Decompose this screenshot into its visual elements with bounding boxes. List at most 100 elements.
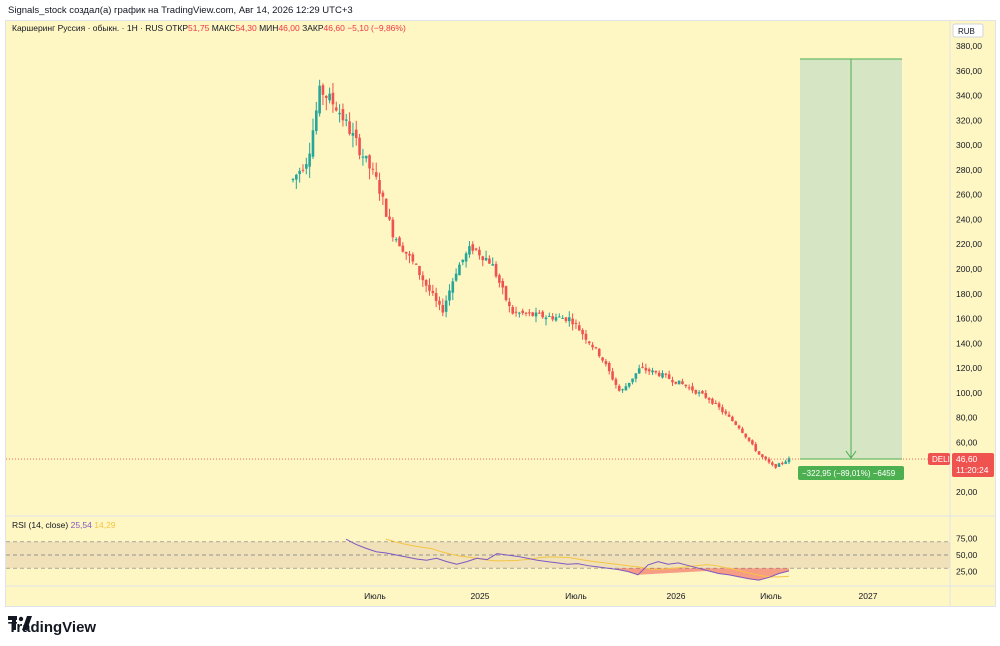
candle-body <box>784 461 787 464</box>
close-label: ЗАКР <box>302 23 324 33</box>
measure-arrow-head <box>845 450 857 459</box>
candle-body <box>647 369 651 372</box>
price-tick-label: 340,00 <box>956 91 982 101</box>
candle-body <box>484 257 488 261</box>
candle-body <box>341 109 345 121</box>
candle-body <box>361 156 365 158</box>
price-tick-label: 300,00 <box>956 140 982 150</box>
candle-body <box>717 403 721 408</box>
candle-body <box>351 133 355 136</box>
candle-body <box>514 311 518 313</box>
candle-body <box>534 312 538 317</box>
candle-body <box>374 172 378 177</box>
candle-body <box>577 325 581 331</box>
candle-body <box>528 312 531 314</box>
candle-body <box>714 402 718 404</box>
candle-body <box>411 254 415 262</box>
candle-body <box>607 362 611 372</box>
candle-body <box>344 119 348 121</box>
candle-body <box>454 273 458 281</box>
candle-body <box>774 464 777 468</box>
candle-body <box>424 280 428 286</box>
candle-body <box>657 372 661 377</box>
candle-body <box>478 249 481 256</box>
candle-body <box>637 368 641 374</box>
tradingview-brand[interactable]: TradingView <box>8 616 96 638</box>
candle-body <box>531 312 534 316</box>
candle-body <box>721 407 724 413</box>
candle-body <box>524 312 528 314</box>
chart-frame: 380,00 360,00 340,00 320,00 300,00 280,00 260,… <box>5 20 996 607</box>
rsi-tick-label: 25,00 <box>956 567 978 577</box>
candle-body <box>624 386 628 391</box>
symbol-legend: Каршеринг Руссия · обыкн. · 1H · RUS ОТК… <box>12 23 406 33</box>
candle-body <box>767 459 771 463</box>
candle-body <box>308 153 311 167</box>
candle-body <box>584 333 588 340</box>
candle-body <box>741 428 744 433</box>
candle-body <box>681 381 684 385</box>
candle-body <box>421 275 425 281</box>
candle-body <box>521 310 524 314</box>
price-chart[interactable]: 380,00 360,00 340,00 320,00 300,00 280,00 260,… <box>6 21 995 606</box>
price-tick-label: 100,00 <box>956 388 982 398</box>
candle-body <box>298 170 301 175</box>
candle-body <box>691 386 694 391</box>
candle-body <box>737 425 741 429</box>
candle-body <box>777 463 781 467</box>
candle-body <box>724 411 728 414</box>
price-tick-label: 200,00 <box>956 264 982 274</box>
candle-body <box>431 291 435 294</box>
candle-body <box>494 263 498 277</box>
time-tick-label: Июль <box>364 591 386 601</box>
candle-body <box>744 433 748 438</box>
candle-body <box>661 373 664 378</box>
candle-body <box>474 248 478 250</box>
candle-body <box>471 244 475 251</box>
rsi-line <box>345 538 790 581</box>
candle-body <box>458 264 461 276</box>
candle-body <box>378 180 381 194</box>
rsi-label: RSI (14, close) <box>12 520 69 530</box>
candle-body <box>594 347 598 349</box>
candle-body <box>324 96 328 99</box>
candle-body <box>631 378 634 383</box>
candle-body <box>408 253 411 256</box>
candle-body <box>315 110 318 131</box>
candle-body <box>388 216 391 220</box>
price-tick-label: 160,00 <box>956 314 982 324</box>
open-value: 51,75 <box>188 23 210 33</box>
low-value: 46,00 <box>278 23 300 33</box>
candle-body <box>654 370 658 373</box>
candle-body <box>551 316 554 320</box>
candle-body <box>384 198 388 217</box>
candle-body <box>781 462 784 464</box>
close-value: 46,60 <box>323 23 345 33</box>
candle-body <box>627 382 631 387</box>
candle-body <box>488 258 491 264</box>
candle-body <box>617 385 621 391</box>
candle-body <box>571 318 574 325</box>
candle-body <box>611 371 614 380</box>
candle-body <box>428 284 431 291</box>
candles <box>291 79 791 470</box>
candle-body <box>757 451 761 455</box>
candle-body <box>564 317 568 321</box>
candle-body <box>561 317 564 319</box>
candle-body <box>295 174 298 180</box>
last-price-label: 46,60 <box>956 454 978 464</box>
candle-body <box>591 344 594 348</box>
high-value: 54,30 <box>235 23 257 33</box>
price-tick-label: 140,00 <box>956 338 982 348</box>
candle-body <box>677 380 681 385</box>
candle-body <box>401 245 405 252</box>
candle-body <box>464 253 468 262</box>
candle-body <box>358 137 361 156</box>
candle-body <box>667 374 671 379</box>
price-tick-label: 380,00 <box>956 41 982 51</box>
symbol-name: Каршеринг Руссия · обыкн. · 1H · RUS <box>12 23 164 33</box>
candle-body <box>391 219 395 238</box>
low-label: МИН <box>259 23 279 33</box>
rsi-legend: RSI (14, close) 25,54 14,29 <box>12 520 116 530</box>
candle-body <box>614 379 618 385</box>
